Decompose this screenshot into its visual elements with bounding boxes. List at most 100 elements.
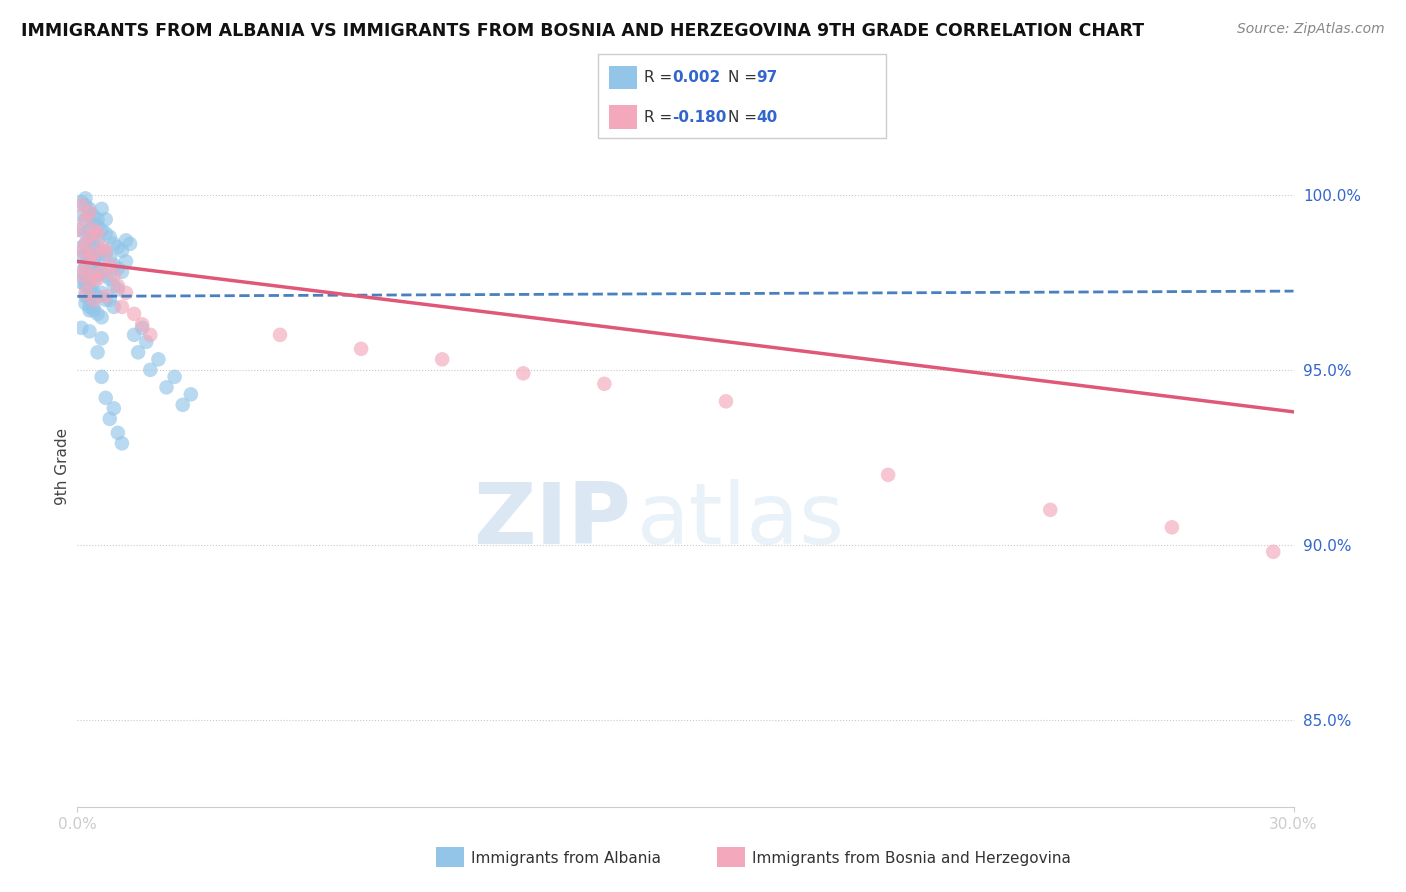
Point	[94, 289, 117, 303]
Point	[593, 376, 616, 391]
Point	[512, 367, 534, 381]
Point	[75, 236, 97, 251]
Point	[75, 258, 97, 272]
Point	[714, 394, 737, 409]
Point	[79, 261, 101, 276]
Point	[70, 321, 93, 335]
Point	[79, 278, 101, 293]
Point	[139, 363, 162, 377]
Point	[86, 233, 108, 247]
Point	[94, 244, 117, 258]
Point	[90, 265, 112, 279]
Text: N =: N =	[728, 110, 762, 125]
Point	[86, 247, 108, 261]
Point	[103, 258, 125, 272]
Point	[86, 307, 108, 321]
Point	[107, 278, 129, 293]
Text: atlas: atlas	[637, 479, 845, 562]
Text: Immigrants from Albania: Immigrants from Albania	[471, 851, 661, 865]
Point	[90, 202, 112, 216]
Point	[103, 236, 125, 251]
Point	[75, 289, 97, 303]
Point	[1263, 545, 1285, 559]
Text: 40: 40	[756, 110, 778, 125]
Text: IMMIGRANTS FROM ALBANIA VS IMMIGRANTS FROM BOSNIA AND HERZEGOVINA 9TH GRADE CORR: IMMIGRANTS FROM ALBANIA VS IMMIGRANTS FR…	[21, 22, 1144, 40]
Point	[90, 223, 112, 237]
Text: 0.002: 0.002	[672, 70, 720, 85]
Point	[86, 212, 108, 227]
Point	[75, 268, 97, 283]
Point	[83, 293, 105, 307]
Point	[75, 227, 97, 241]
Point	[98, 272, 121, 286]
Point	[107, 425, 129, 440]
Point	[98, 230, 121, 244]
Point	[86, 219, 108, 234]
Point	[70, 265, 93, 279]
Point	[83, 223, 105, 237]
Point	[75, 276, 97, 290]
Point	[111, 265, 134, 279]
Point	[83, 285, 105, 300]
Point	[83, 240, 105, 254]
Point	[118, 236, 141, 251]
Point	[66, 223, 89, 237]
Point	[86, 272, 108, 286]
Point	[94, 268, 117, 283]
Point	[79, 300, 101, 314]
Point	[86, 289, 108, 303]
Point	[70, 240, 93, 254]
Point	[98, 293, 121, 307]
Point	[83, 303, 105, 318]
Point	[94, 212, 117, 227]
Point	[83, 216, 105, 230]
Point	[111, 244, 134, 258]
Point	[94, 247, 117, 261]
Point	[79, 205, 101, 219]
Text: N =: N =	[728, 70, 762, 85]
Point	[70, 209, 93, 223]
Point	[79, 202, 101, 216]
Point	[83, 233, 105, 247]
Point	[90, 244, 112, 258]
Point	[79, 244, 101, 258]
Text: -0.180: -0.180	[672, 110, 727, 125]
Point	[127, 345, 149, 359]
Point	[1161, 520, 1184, 534]
Point	[79, 272, 101, 286]
Point	[90, 285, 112, 300]
Point	[79, 230, 101, 244]
Point	[877, 467, 900, 482]
Point	[115, 233, 138, 247]
Point	[111, 436, 134, 450]
Point	[90, 240, 112, 254]
Point	[103, 268, 125, 283]
Point	[83, 261, 105, 276]
Point	[86, 227, 108, 241]
Point	[350, 342, 373, 356]
Text: Source: ZipAtlas.com: Source: ZipAtlas.com	[1237, 22, 1385, 37]
Point	[70, 244, 93, 258]
Point	[103, 278, 125, 293]
Point	[79, 251, 101, 265]
Point	[75, 236, 97, 251]
Point	[90, 265, 112, 279]
Point	[135, 334, 157, 349]
Point	[107, 261, 129, 276]
Point	[172, 398, 194, 412]
Point	[75, 278, 97, 293]
Text: Immigrants from Bosnia and Herzegovina: Immigrants from Bosnia and Herzegovina	[752, 851, 1071, 865]
Point	[75, 247, 97, 261]
Point	[122, 307, 145, 321]
Point	[98, 258, 121, 272]
Point	[103, 300, 125, 314]
Point	[83, 268, 105, 283]
Point	[79, 205, 101, 219]
Point	[98, 251, 121, 265]
Point	[83, 276, 105, 290]
Point	[79, 230, 101, 244]
Point	[139, 327, 162, 342]
Point	[103, 401, 125, 416]
Text: R =: R =	[644, 70, 678, 85]
Point	[79, 276, 101, 290]
